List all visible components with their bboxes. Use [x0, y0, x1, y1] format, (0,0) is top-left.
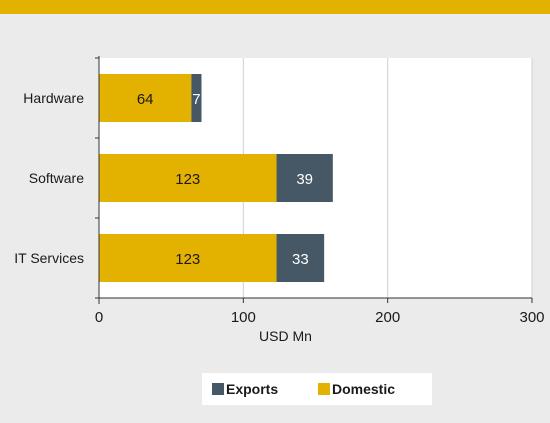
stacked-bar-chart: Hardware 64 7 Software 123 39 IT Services 123 33… — [14, 56, 545, 405]
bar-exports — [276, 234, 325, 282]
category-label: Software — [29, 170, 84, 186]
legend-box — [202, 373, 432, 405]
bar-domestic — [99, 234, 277, 282]
x-axis-title: USD Mn — [259, 328, 312, 344]
bar-value-label: 123 — [175, 171, 200, 188]
bar-value-label: 64 — [137, 91, 154, 108]
bar-value-label: 123 — [175, 251, 200, 268]
category-label: Hardware — [23, 90, 84, 106]
chart-container: Hardware 64 7 Software 123 39 IT Services 123 33… — [0, 14, 550, 423]
bar-value-label: 39 — [296, 171, 313, 188]
legend-label-domestic: Domestic — [332, 381, 395, 397]
legend-swatch-domestic — [318, 383, 330, 395]
bar-domestic — [99, 154, 277, 202]
top-accent-band — [0, 0, 550, 14]
x-tick-label: 300 — [519, 309, 544, 326]
legend-swatch-exports — [212, 383, 224, 395]
legend: Exports Domestic — [202, 373, 432, 405]
axes: 0 100 200 300 — [95, 56, 545, 326]
x-tick-label: 100 — [231, 309, 256, 326]
x-tick-label: 200 — [375, 309, 400, 326]
bar-value-label: 33 — [292, 251, 309, 268]
legend-label-exports: Exports — [226, 381, 278, 397]
bar-value-label: 7 — [192, 91, 200, 108]
bar-domestic — [99, 74, 192, 122]
bars: Hardware 64 7 Software 123 39 IT Services 123 33 — [14, 74, 333, 282]
bar-exports — [276, 154, 333, 202]
category-label: IT Services — [14, 250, 84, 266]
x-tick-label: 0 — [95, 309, 103, 326]
bar-exports — [191, 74, 202, 122]
